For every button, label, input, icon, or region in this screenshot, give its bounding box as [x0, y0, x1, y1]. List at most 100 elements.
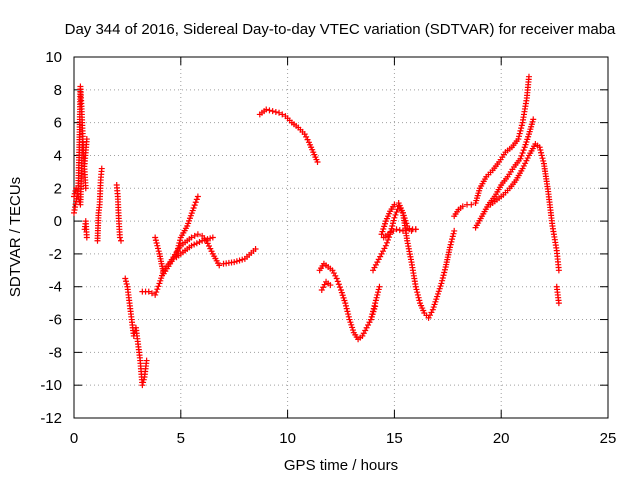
data-point — [516, 133, 522, 140]
data-point — [518, 152, 525, 159]
data-point — [332, 272, 339, 279]
data-point — [83, 234, 90, 241]
data-point — [360, 330, 367, 337]
data-point — [374, 291, 381, 298]
data-point — [403, 220, 410, 227]
y-axis-label: SDTVAR / TECUs — [7, 177, 24, 297]
data-point — [122, 275, 129, 282]
y-tick-label: -8 — [49, 344, 62, 361]
data-point — [148, 290, 155, 297]
data-point — [272, 108, 279, 115]
x-tick-label: 0 — [70, 430, 78, 447]
data-point — [371, 302, 378, 309]
data-point — [384, 236, 391, 243]
data-point — [303, 133, 310, 140]
data-point — [441, 269, 448, 276]
y-tick-label: 2 — [54, 180, 62, 197]
data-point — [73, 188, 80, 195]
data-point — [530, 116, 537, 123]
data-point — [349, 327, 356, 334]
data-point — [140, 379, 147, 386]
data-point — [342, 300, 349, 307]
data-point — [155, 248, 162, 255]
data-point — [517, 155, 524, 162]
data-point — [199, 237, 206, 244]
data-point — [372, 297, 379, 304]
data-point — [518, 122, 525, 129]
data-point — [201, 236, 208, 243]
data-point — [520, 162, 527, 169]
y-tick-label: 8 — [54, 82, 62, 99]
data-point — [540, 157, 547, 164]
data-point — [378, 231, 385, 238]
data-point — [439, 274, 446, 281]
data-point — [342, 302, 349, 309]
data-point — [518, 125, 525, 132]
data-point — [188, 234, 195, 241]
data-point — [153, 239, 160, 246]
data-point — [122, 278, 129, 285]
data-point — [204, 236, 211, 243]
data-point — [139, 382, 146, 389]
data-point — [347, 319, 354, 326]
data-point — [537, 146, 544, 153]
data-point — [378, 250, 385, 257]
data-point — [191, 202, 198, 209]
plot-frame — [73, 56, 609, 419]
data-point — [370, 308, 377, 315]
data-point — [412, 226, 419, 233]
data-points — [71, 73, 562, 389]
data-point — [379, 228, 386, 235]
data-point — [413, 286, 420, 293]
data-point — [375, 286, 382, 293]
data-point — [140, 376, 147, 383]
data-point — [207, 245, 214, 252]
data-point — [382, 220, 389, 227]
data-point — [123, 280, 130, 287]
data-point — [448, 238, 455, 245]
data-point — [236, 257, 243, 264]
data-point — [427, 312, 433, 319]
data-point — [524, 155, 531, 162]
x-tick-label: 10 — [279, 430, 296, 447]
data-point — [374, 259, 381, 266]
data-point — [340, 294, 347, 301]
data-point — [451, 227, 458, 234]
data-point — [269, 108, 276, 115]
data-point — [401, 215, 408, 222]
x-tick-label: 20 — [493, 430, 510, 447]
data-point — [98, 165, 105, 172]
data-point — [143, 357, 150, 364]
data-point — [386, 234, 393, 241]
data-point — [152, 237, 159, 244]
data-point — [387, 229, 394, 236]
y-tick-label: -6 — [49, 312, 62, 329]
data-point — [153, 289, 160, 296]
data-point — [330, 270, 337, 277]
data-point — [372, 261, 379, 268]
data-point — [345, 311, 352, 318]
data-point — [231, 259, 238, 266]
data-point — [82, 185, 89, 192]
data-point — [381, 223, 388, 230]
data-point — [522, 141, 529, 148]
data-point — [376, 283, 383, 290]
data-point — [382, 242, 389, 249]
data-point — [263, 106, 270, 113]
data-point — [366, 319, 373, 326]
axis-ticks: 0 5 10 15 20 25 -12 -10 -8 -6 -4 -2 0 2 4 6 8 10 — [40, 49, 616, 447]
data-point — [155, 245, 162, 252]
data-point — [365, 322, 372, 329]
data-point — [304, 136, 311, 143]
data-point — [433, 296, 440, 303]
data-point — [523, 138, 530, 145]
data-point — [538, 152, 545, 159]
data-point — [196, 239, 203, 246]
x-axis-label: GPS time / hours — [284, 457, 398, 474]
data-point — [363, 324, 370, 331]
data-point — [349, 324, 356, 331]
data-point — [450, 230, 457, 237]
data-point — [402, 217, 409, 224]
data-point — [381, 245, 388, 252]
